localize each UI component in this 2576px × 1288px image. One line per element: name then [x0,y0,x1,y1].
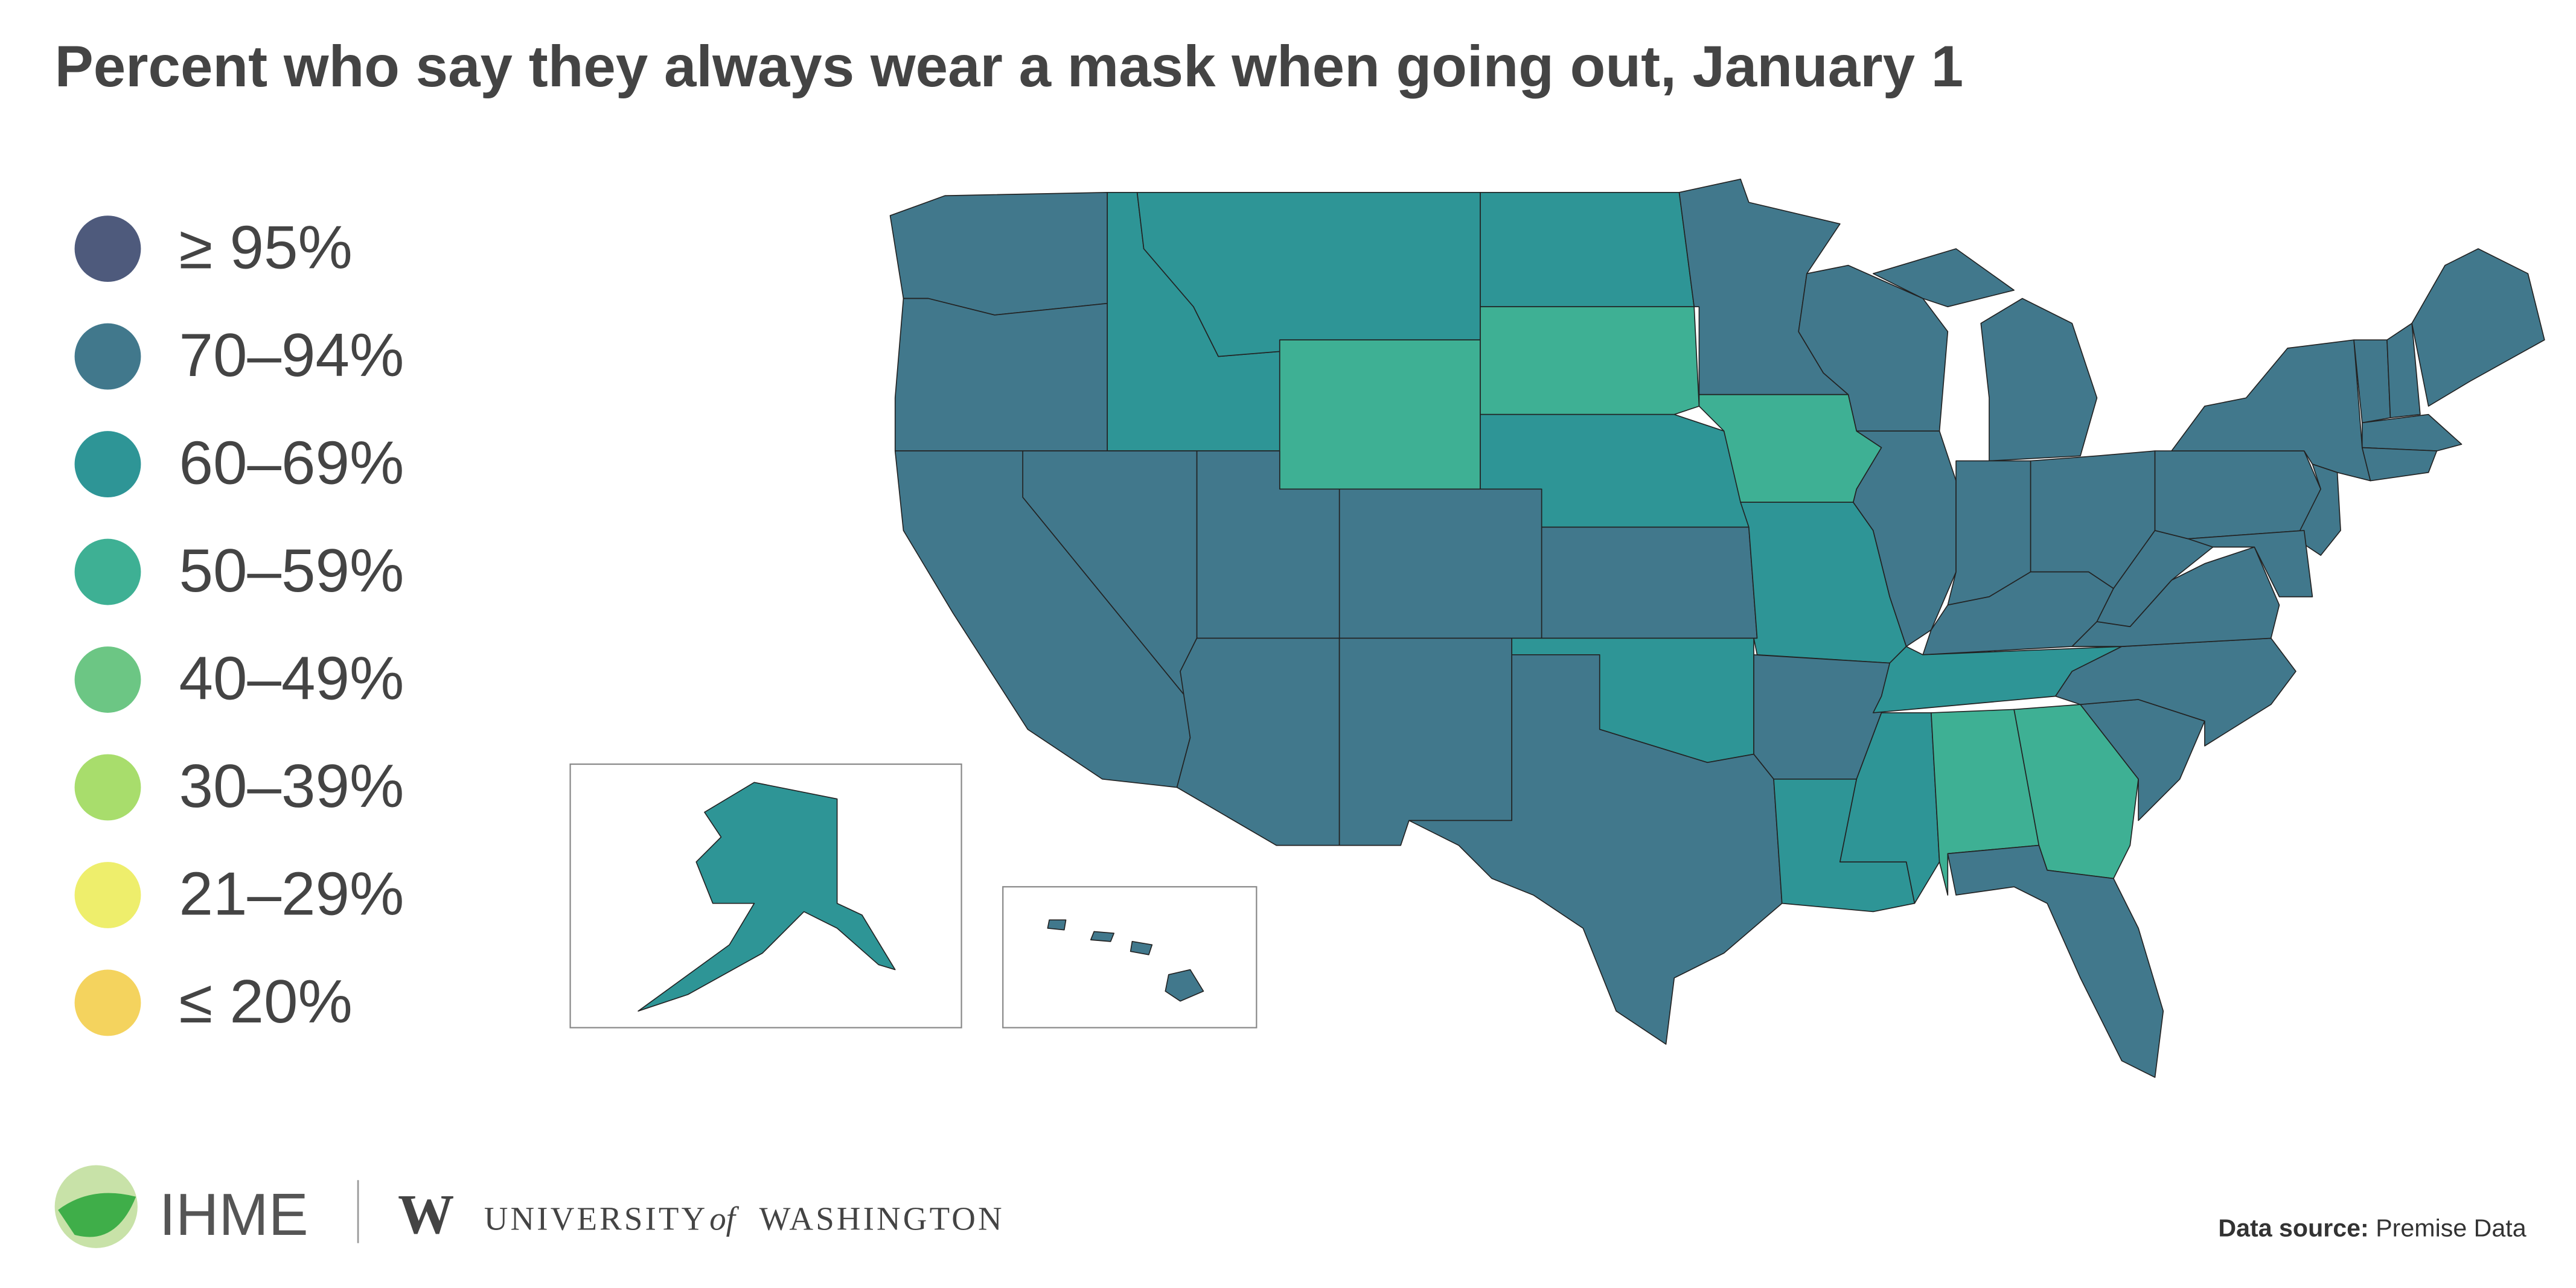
state [1090,931,1115,942]
state [1338,488,1542,639]
source-text: Premise Data [2376,1214,2526,1242]
legend-swatch [74,862,141,928]
us-map [569,178,2545,1078]
legend-swatch [74,323,141,390]
logo-leaf [58,1193,136,1237]
state [1922,571,2114,655]
state [1852,430,1957,647]
uw-of: of [709,1200,739,1237]
state [2411,248,2545,407]
state [1980,298,2098,462]
state [1541,526,1758,639]
state [1480,191,1695,308]
state [1408,654,1783,1045]
state [2386,322,2421,419]
title: Percent who say they always wear a mask … [55,34,1964,99]
legend-label: 40–49% [179,643,404,712]
uw-washington: WASHINGTON [759,1200,1005,1237]
state [889,191,1108,316]
legend-label: ≤ 20% [179,967,353,1036]
state [2154,450,2321,540]
legend-label: 30–39% [179,751,404,820]
legend-swatch [74,969,141,1036]
state [1047,919,1067,931]
state [1872,248,2015,308]
legend-swatch [74,646,141,713]
legend-label: 21–29% [179,859,404,928]
state [1338,637,1513,846]
state [638,782,896,1012]
state [1279,339,1481,490]
legend-swatch [74,215,141,282]
state [2361,413,2463,451]
state [1480,306,1700,415]
state [1165,969,1204,1002]
legend: ≥ 95% 70–94% 60–69% 50–59% 40–49% 30–39% 21–29… [74,212,404,1036]
state [2187,530,2313,598]
uw-logo: W UNIVERSITY of WASHINGTON [398,1184,1005,1246]
legend-label: 50–59% [179,536,404,605]
uw-mark: W [398,1184,454,1246]
ihme-logo: IHME [54,1165,359,1248]
source-label: Data source: [2218,1214,2368,1242]
alaska-inset [569,763,962,1028]
state [894,298,1108,451]
source: Data source: Premise Data [2218,1214,2526,1242]
legend-label: ≥ 95% [179,212,353,281]
state [2361,447,2438,482]
state [1947,844,2164,1078]
legend-swatch [74,754,141,821]
ihme-text: IHME [159,1181,308,1248]
legend-swatch [74,431,141,497]
state [1176,637,1340,846]
legend-label: 60–69% [179,428,404,497]
legend-swatch [74,538,141,605]
uw-university: UNIVERSITY [484,1200,708,1237]
state [1130,941,1153,955]
state [2295,464,2341,556]
legend-label: 70–94% [179,320,404,389]
hawaii-inset [1002,886,1258,1028]
